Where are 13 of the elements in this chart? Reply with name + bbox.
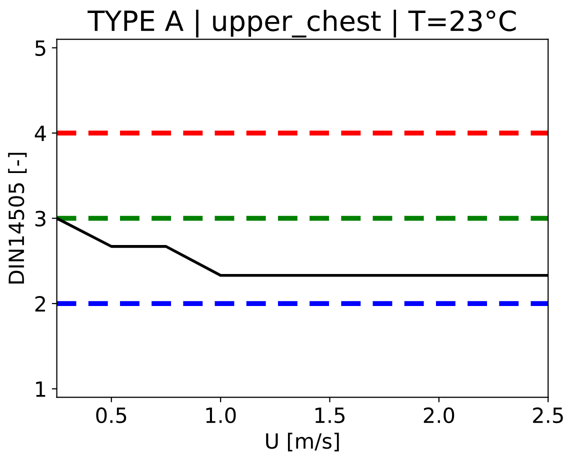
x-tick-label: 2.5 xyxy=(533,407,563,424)
y-tick-label: 5 xyxy=(35,40,46,56)
y-axis-title: DIN14505 [-] xyxy=(8,152,27,284)
x-tick-label: 1.0 xyxy=(206,407,236,424)
x-tick-label: 2.0 xyxy=(424,407,454,424)
x-axis-title: U [m/s] xyxy=(266,432,339,452)
y-tick-label: 3 xyxy=(35,210,46,227)
y-tick-label: 1 xyxy=(36,382,46,397)
chart-title: TYPE A | upper_chest | T=23°C xyxy=(88,10,516,38)
x-tick-label: 1.5 xyxy=(315,408,344,424)
y-tick-label: 4 xyxy=(34,126,46,141)
x-tick-label: 0.5 xyxy=(96,407,126,424)
y-tick-label: 2 xyxy=(35,296,45,312)
